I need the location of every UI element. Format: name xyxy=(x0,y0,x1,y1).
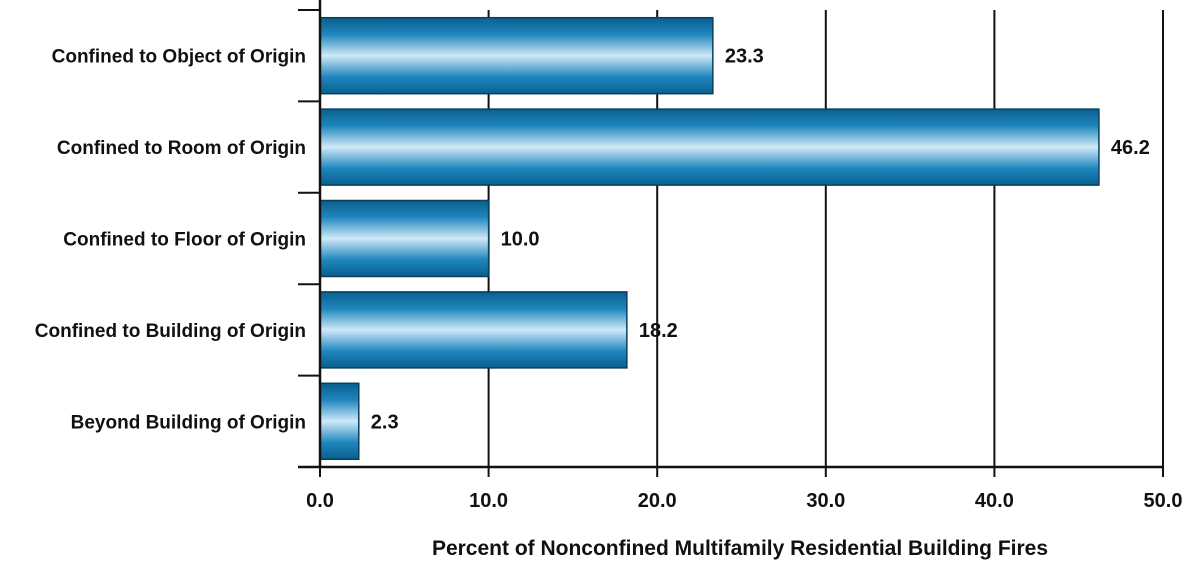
bar-value-label: 18.2 xyxy=(639,320,678,342)
x-tick-label: 50.0 xyxy=(1144,490,1183,512)
axes xyxy=(298,0,1164,477)
bar xyxy=(319,382,360,461)
bar xyxy=(319,199,490,278)
bars xyxy=(319,16,1100,461)
category-label: Confined to Floor of Origin xyxy=(63,230,306,251)
x-axis-title: Percent of Nonconfined Multifamily Resid… xyxy=(432,537,1048,560)
bar-value-label: 10.0 xyxy=(501,229,540,251)
bar xyxy=(319,16,714,95)
x-tick-label: 30.0 xyxy=(806,490,845,512)
category-label: Beyond Building of Origin xyxy=(71,412,306,433)
x-tick-label: 40.0 xyxy=(975,490,1014,512)
bar-value-label: 2.3 xyxy=(371,411,399,433)
bar xyxy=(319,108,1100,186)
x-tick-label: 10.0 xyxy=(469,490,508,512)
x-tick-label: 0.0 xyxy=(306,490,334,512)
category-label: Confined to Building of Origin xyxy=(35,321,306,342)
category-label: Confined to Room of Origin xyxy=(57,138,306,159)
bar-value-label: 46.2 xyxy=(1111,137,1150,159)
bar xyxy=(319,291,628,369)
category-label: Confined to Object of Origin xyxy=(52,47,306,68)
labels: 0.0 10.0 20.0 30.0 40.0 50.0 23.3 Confined to O… xyxy=(35,46,1183,512)
x-tick-label: 20.0 xyxy=(638,490,677,512)
bar-value-label: 23.3 xyxy=(725,46,764,68)
